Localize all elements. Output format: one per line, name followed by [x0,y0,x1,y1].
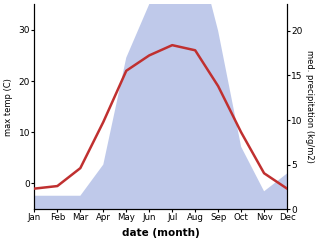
Y-axis label: max temp (C): max temp (C) [4,78,13,136]
X-axis label: date (month): date (month) [122,228,200,238]
Y-axis label: med. precipitation (kg/m2): med. precipitation (kg/m2) [305,50,314,163]
